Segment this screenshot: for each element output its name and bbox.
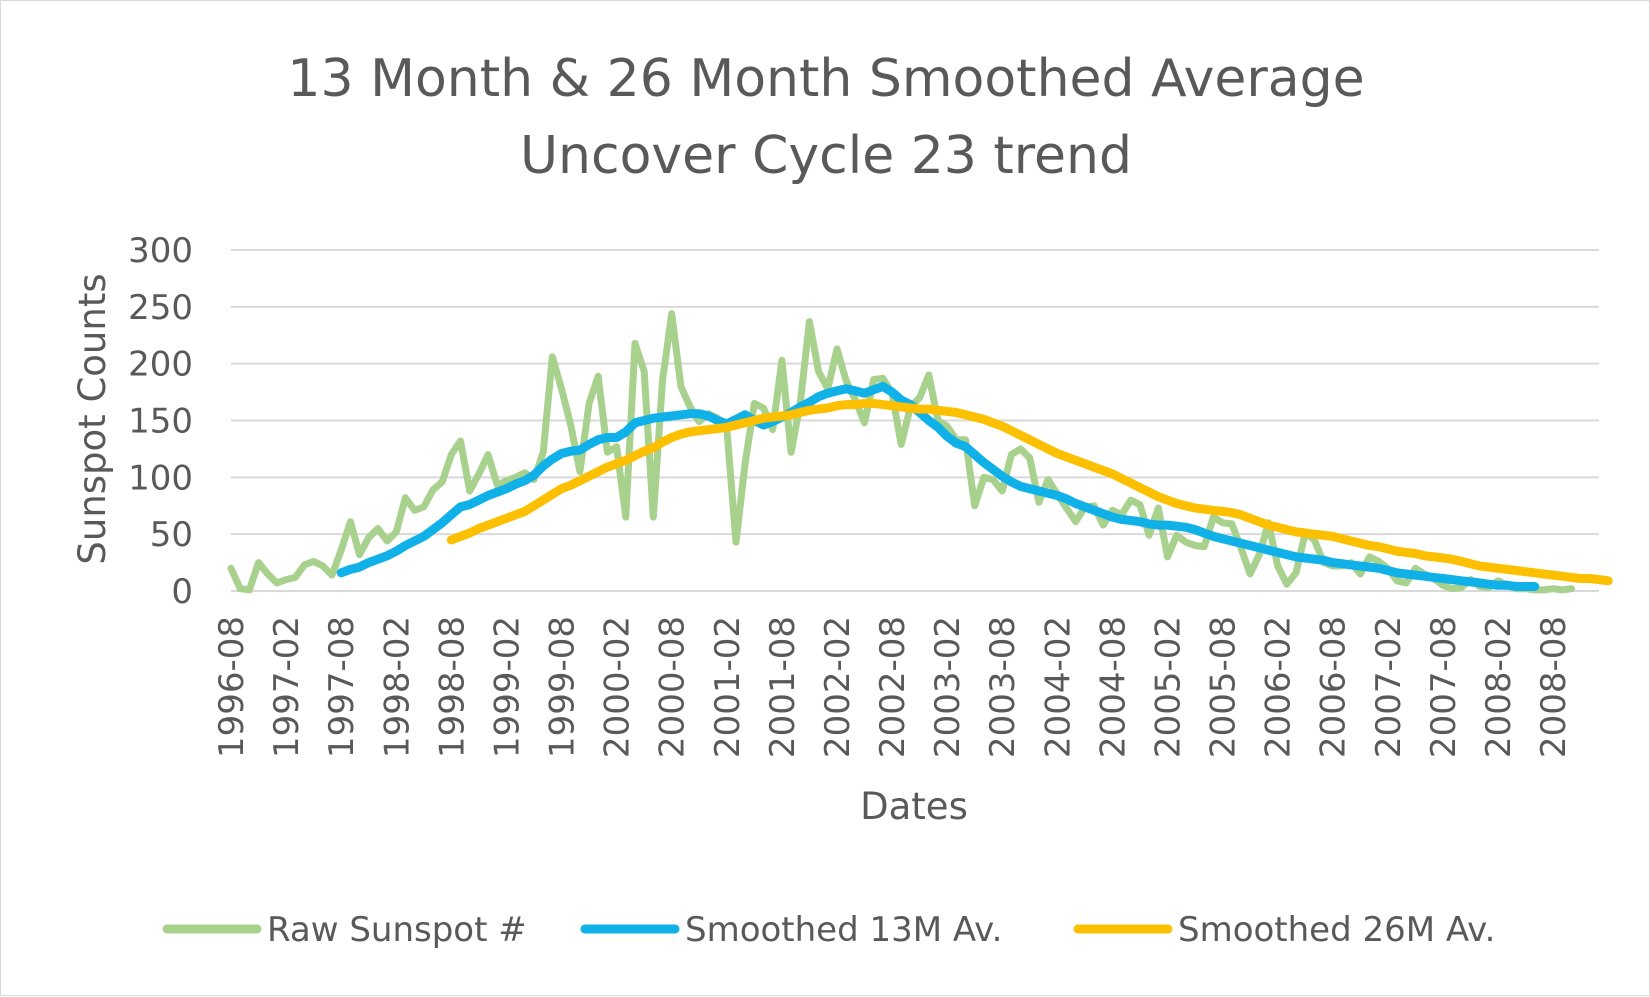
- x-tick-label: 2005-08: [1204, 616, 1244, 758]
- x-tick-label: 2008-08: [1534, 616, 1574, 758]
- y-tick-label: 0: [171, 572, 193, 612]
- y-tick-label: 300: [128, 231, 193, 271]
- legend-label-raw: Raw Sunspot #: [267, 910, 527, 950]
- x-tick-label: 1996-08: [212, 616, 252, 758]
- legend-label-26m: Smoothed 26M Av.: [1178, 910, 1495, 950]
- x-tick-label: 1998-08: [432, 616, 472, 758]
- legend-item-raw[interactable]: Raw Sunspot #: [162, 910, 527, 950]
- gridlines: [231, 249, 1599, 592]
- x-tick-label: 2006-08: [1314, 616, 1354, 758]
- legend-item-26m[interactable]: Smoothed 26M Av.: [1073, 910, 1495, 950]
- series-lines: [227, 310, 1613, 594]
- chart-title-line-1: 13 Month & 26 Month Smoothed Average: [287, 49, 1364, 109]
- x-tick-labels: 1996-08 1997-02 1997-08 1998-02 1998-08 1999-…: [212, 616, 1574, 758]
- y-tick-label: 100: [128, 458, 193, 498]
- x-tick-label: 1997-02: [267, 616, 307, 758]
- y-tick-labels: 0 50 100 150 200 250 300: [128, 231, 193, 612]
- x-tick-label: 2000-02: [598, 616, 638, 758]
- x-tick-label: 1997-08: [322, 616, 362, 758]
- x-tick-label: 2000-08: [653, 616, 693, 758]
- x-tick-label: 1999-02: [487, 616, 527, 758]
- x-tick-label: 1998-02: [377, 616, 417, 758]
- x-tick-label: 2001-08: [763, 616, 803, 758]
- x-tick-label: 2004-02: [1038, 616, 1078, 758]
- x-tick-label: 2003-08: [983, 616, 1023, 758]
- series-line-2: [446, 398, 1613, 586]
- series-line-1: [336, 381, 1540, 591]
- x-tick-label: 2002-02: [818, 616, 858, 758]
- x-tick-label: 2001-02: [708, 616, 748, 758]
- y-tick-label: 150: [128, 402, 193, 442]
- y-tick-label: 50: [150, 515, 193, 555]
- legend-item-13m[interactable]: Smoothed 13M Av.: [580, 910, 1002, 950]
- x-axis-title: Dates: [860, 785, 968, 828]
- y-axis-title: Sunspot Counts: [71, 273, 114, 564]
- x-tick-label: 2004-08: [1093, 616, 1133, 758]
- y-tick-label: 200: [128, 345, 193, 385]
- x-tick-label: 2007-08: [1424, 616, 1464, 758]
- x-tick-label: 2007-02: [1369, 616, 1409, 758]
- x-tick-label: 2002-08: [873, 616, 913, 758]
- legend-label-13m: Smoothed 13M Av.: [685, 910, 1002, 950]
- chart-title-line-2: Uncover Cycle 23 trend: [520, 126, 1132, 186]
- y-tick-label: 250: [128, 288, 193, 328]
- x-tick-label: 1999-08: [543, 616, 583, 758]
- x-tick-label: 2003-02: [928, 616, 968, 758]
- x-tick-label: 2005-02: [1148, 616, 1188, 758]
- x-tick-label: 2008-02: [1479, 616, 1519, 758]
- legend: Raw Sunspot # Smoothed 13M Av. Smoothed …: [162, 910, 1495, 950]
- x-tick-label: 2006-02: [1259, 616, 1299, 758]
